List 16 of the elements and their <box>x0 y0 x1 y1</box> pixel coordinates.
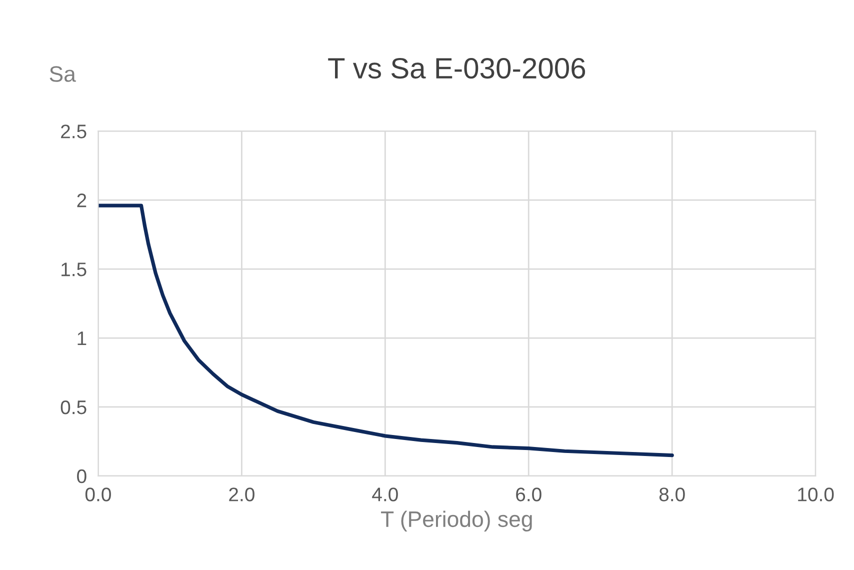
y-tick-label: 0 <box>77 469 86 484</box>
line-series <box>98 204 674 458</box>
x-axis-title: T (Periodo) seg <box>381 510 532 532</box>
y-tick-label: 1.5 <box>62 262 86 276</box>
x-tick-label: 2.0 <box>229 488 254 502</box>
y-tick-label: 2.5 <box>61 124 86 138</box>
x-tick-label: 4.0 <box>372 488 398 502</box>
y-tick-label: 2 <box>77 194 86 208</box>
x-tick-label: 8.0 <box>659 488 685 502</box>
x-tick-label: 10.0 <box>798 488 834 502</box>
y-tick-label: 0.5 <box>60 400 86 414</box>
x-tick-label: 0.0 <box>85 488 111 502</box>
x-tick-label: 6.0 <box>516 488 542 502</box>
y-tick-label: 1 <box>78 332 86 346</box>
chart-title: T vs Sa E-030-2006 <box>328 58 586 79</box>
y-axis-title: Sa <box>50 66 76 82</box>
